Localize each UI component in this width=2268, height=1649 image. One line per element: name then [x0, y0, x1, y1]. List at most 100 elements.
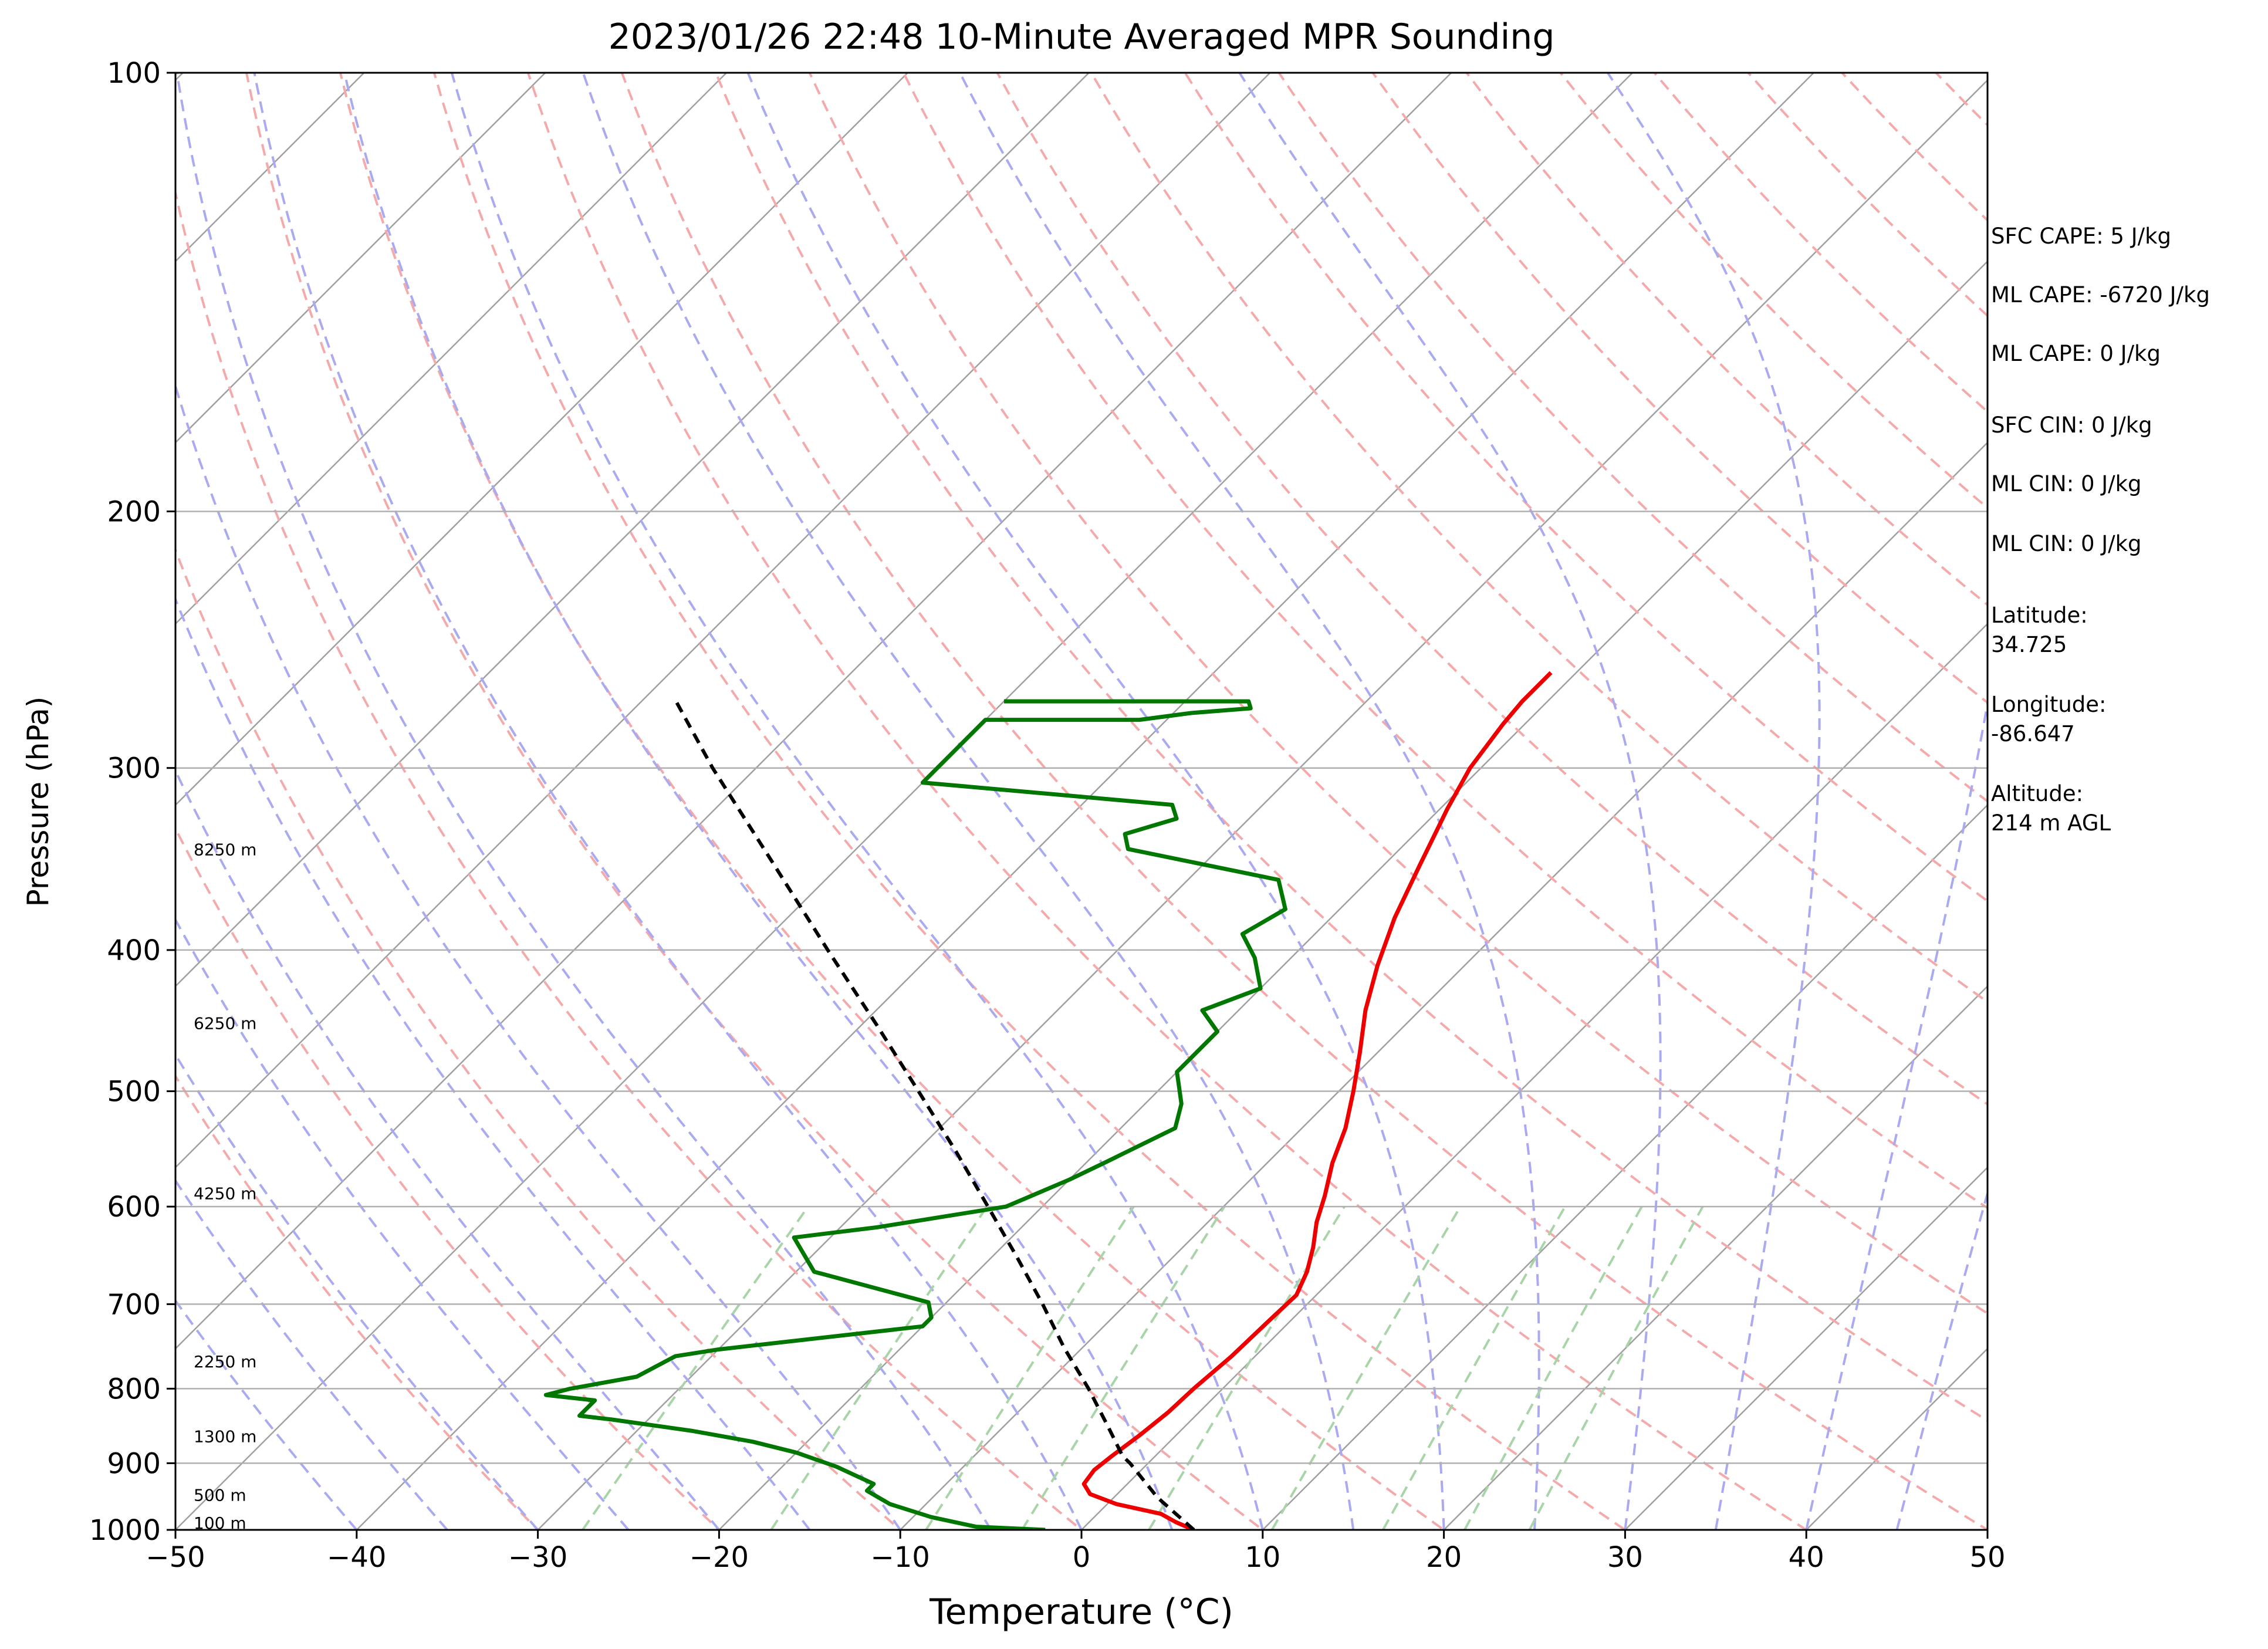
y-tick-label: 800 [107, 1373, 161, 1405]
x-tick-label: −10 [871, 1541, 930, 1574]
x-tick-label: 10 [1245, 1541, 1280, 1574]
moist-adiabat-line [175, 596, 811, 1530]
dry-adiabat-line [1090, 73, 1988, 1003]
moist-adiabat-line [1238, 73, 1662, 1530]
isotherm-line [899, 441, 1988, 1530]
moist-adiabat-line [1607, 73, 1821, 1530]
isotherm-line [175, 73, 546, 444]
background-lines [175, 73, 1988, 1530]
dry-adiabat-line [714, 73, 1988, 1422]
x-tick-label: −20 [689, 1541, 749, 1574]
ml-cin-text: ML CIN: 0 J/kg [1991, 471, 2142, 496]
latitude-label: Latitude: [1991, 603, 2088, 628]
isotherm-line [1442, 985, 1988, 1530]
dry-adiabat-line [526, 73, 1809, 1530]
dry-adiabat-line [175, 187, 1084, 1530]
y-tick-label: 700 [107, 1288, 161, 1321]
mixing-ratio-line [582, 1205, 809, 1530]
sfc-cape-text: SFC CAPE: 5 J/kg [1991, 224, 2172, 249]
temperature-line [1081, 671, 1553, 1530]
parcel-line [672, 695, 1195, 1530]
ml-cape-text: ML CAPE: -6720 J/kg [1991, 282, 2210, 308]
longitude-label: Longitude: [1991, 692, 2107, 717]
isotherm-line [175, 73, 909, 806]
y-tick-label: 400 [107, 934, 161, 967]
x-axis-label: Temperature (°C) [929, 1591, 1233, 1633]
dry-adiabat-line [1934, 73, 1988, 127]
x-tick-label: 30 [1607, 1541, 1643, 1574]
moist-adiabat-line [175, 382, 901, 1530]
moist-adiabat-line [175, 1298, 358, 1530]
moist-adiabat-line [175, 1178, 448, 1530]
moist-adiabat-line [959, 73, 1540, 1530]
moist-adiabat-line [175, 1052, 539, 1530]
x-axis-ticks: −50 −40 −30 −20 −10 0 10 20 30 40 50 [146, 1530, 2006, 1574]
moist-adiabat-line [450, 73, 1264, 1530]
sfc-cin-text: SFC CIN: 0 J/kg [1991, 413, 2152, 438]
dry-adiabat-line [175, 546, 903, 1530]
x-tick-label: −40 [327, 1541, 386, 1574]
longitude-value: -86.647 [1991, 721, 2075, 746]
height-label: 2250 m [194, 1352, 256, 1371]
height-label: 4250 m [194, 1184, 256, 1203]
height-label: 6250 m [194, 1013, 256, 1033]
height-label: 8250 m [194, 840, 256, 859]
x-tick-label: −50 [146, 1541, 205, 1574]
dry-adiabat-line [1559, 73, 1988, 510]
x-tick-label: −30 [508, 1541, 567, 1574]
ml-cin-text-2: ML CIN: 0 J/kg [1991, 531, 2142, 556]
y-tick-label: 500 [107, 1076, 161, 1109]
isotherm-line [175, 73, 1090, 988]
latitude-value: 34.725 [1991, 632, 2067, 657]
isotherm-line [356, 73, 1815, 1530]
x-tick-label: 50 [1969, 1541, 2005, 1574]
chart-title: 2023/01/26 22:48 10-Minute Averaged MPR … [609, 16, 1555, 58]
isotherm-line [175, 73, 1272, 1169]
moist-adiabat-line [343, 73, 1174, 1530]
moist-adiabat-line [253, 73, 1083, 1530]
moist-adiabat-line [582, 73, 1355, 1530]
y-tick-label: 200 [107, 495, 161, 528]
y-tick-label: 900 [107, 1447, 161, 1480]
isotherm-line [536, 79, 1988, 1530]
isotherm-line [175, 73, 728, 625]
mixing-ratio-line [1270, 1206, 1462, 1530]
dry-adiabat-line [902, 73, 1988, 1209]
plot-frame [174, 72, 1989, 1531]
y-tick-label: 1000 [89, 1514, 161, 1547]
altitude-value: 214 m AGL [1991, 810, 2111, 836]
y-axis-label: Pressure (hPa) [21, 697, 55, 907]
y-tick-label: 100 [107, 57, 161, 90]
dry-adiabat-line [1277, 73, 1988, 803]
mixing-ratio-line [925, 1206, 1135, 1530]
dry-adiabat-line [808, 73, 1988, 1315]
x-tick-label: 20 [1426, 1541, 1462, 1574]
isotherm-line [1624, 1166, 1988, 1530]
dry-adiabat-line [1371, 73, 1988, 704]
x-tick-label: 0 [1073, 1541, 1091, 1574]
data-series [543, 671, 1553, 1530]
moist-adiabat-line [175, 768, 720, 1530]
mixing-ratio-line [1020, 1206, 1226, 1530]
mixing-ratio-line [1148, 1206, 1346, 1530]
moist-adiabat-line [746, 73, 1445, 1530]
dry-adiabat-line [432, 73, 1627, 1530]
dry-adiabat-line [175, 826, 721, 1530]
dewpoint-line [543, 699, 1287, 1530]
moist-adiabat-line [175, 917, 630, 1530]
height-label: 500 m [194, 1486, 246, 1505]
height-label: 1300 m [194, 1427, 256, 1446]
y-tick-label: 300 [107, 752, 161, 785]
moist-adiabat-line [1805, 697, 1988, 1530]
ml-cape-text-2: ML CAPE: 0 J/kg [1991, 341, 2161, 366]
moist-adiabat-line [175, 73, 992, 1530]
isotherm-line [718, 260, 1988, 1530]
horizontal-grid [175, 73, 1988, 1530]
dry-adiabat-line [1465, 73, 1988, 607]
y-axis-ticks: 1000 900 800 700 600 500 400 300 200 100 [89, 57, 175, 1547]
isotherm-line [175, 73, 1634, 1530]
dry-adiabat-line [1184, 73, 1988, 903]
dry-adiabat-line [620, 73, 1988, 1530]
dry-adiabat-line [339, 73, 1446, 1530]
